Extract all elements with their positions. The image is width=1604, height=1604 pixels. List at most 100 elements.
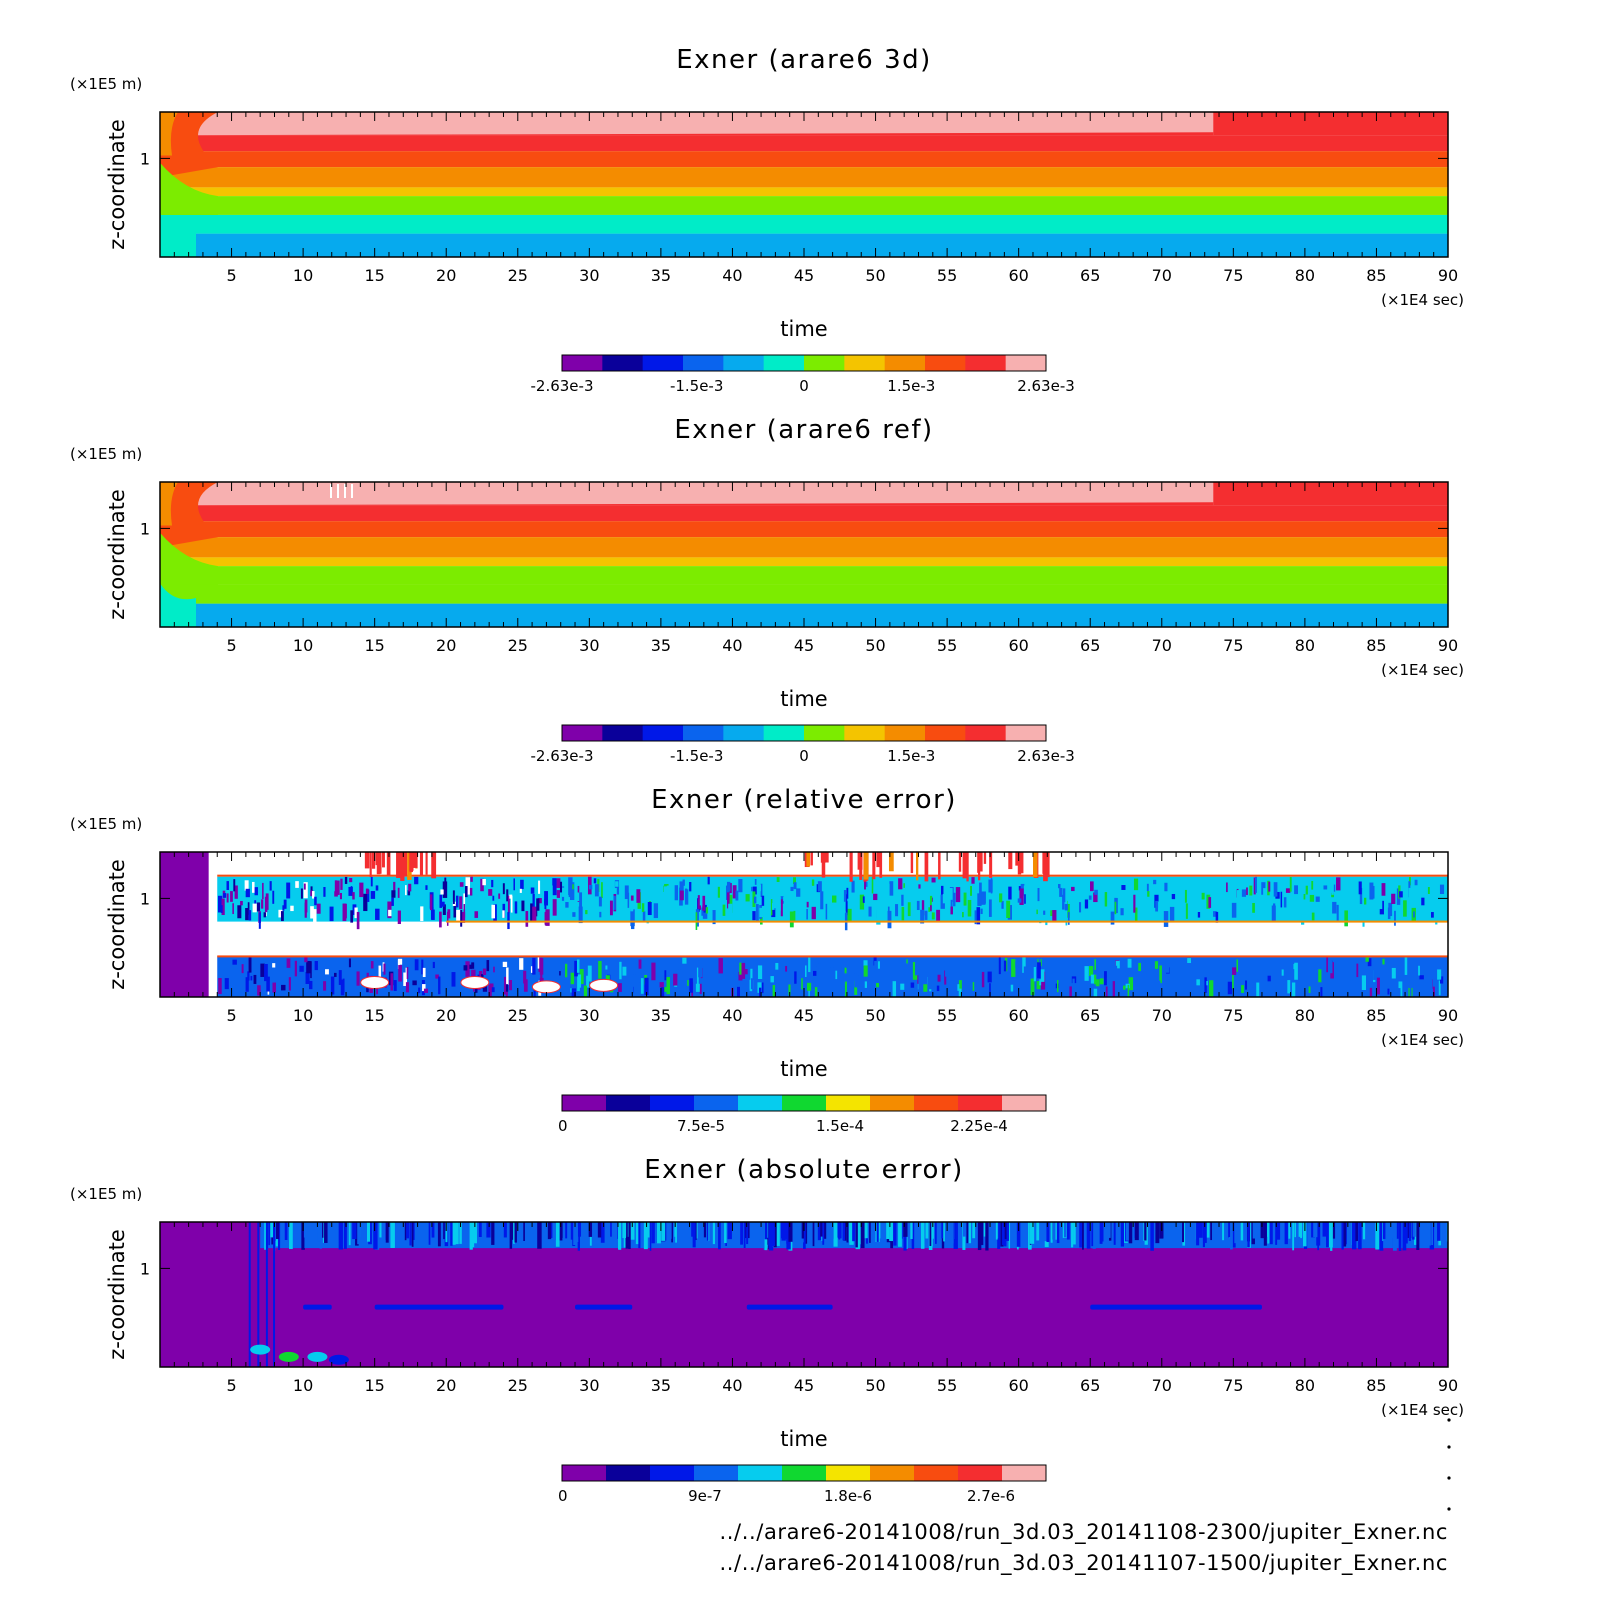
error-stripe [618, 1222, 622, 1250]
error-stripe [863, 965, 868, 977]
error-stripe [325, 969, 329, 975]
error-stripe [258, 912, 261, 929]
error-stripe [519, 958, 524, 970]
error-stripe [1311, 880, 1314, 890]
error-spike [938, 852, 941, 880]
error-region [160, 852, 209, 997]
error-stripe [1038, 957, 1041, 963]
error-stripe [1036, 1222, 1040, 1241]
error-stripe [1108, 1222, 1111, 1238]
x-tick-label: 35 [651, 1376, 671, 1395]
error-stripe [335, 880, 340, 895]
error-stripe [638, 1222, 641, 1249]
error-stripe [1043, 910, 1047, 915]
colorbar-swatch [738, 1095, 783, 1111]
error-stripe [269, 881, 272, 891]
error-stripe [783, 896, 786, 901]
error-stripe [397, 958, 403, 965]
x-tick-label: 35 [651, 266, 671, 285]
error-stripe [334, 880, 338, 896]
error-stripe [1331, 892, 1335, 898]
chart-title: Exner (arare6 3d) [676, 45, 932, 75]
error-stripe [754, 879, 757, 885]
error-stripe [1439, 976, 1444, 984]
error-stripe [432, 961, 435, 969]
error-stripe [1435, 907, 1438, 925]
error-stripe [999, 893, 1003, 903]
error-stripe [926, 984, 930, 997]
error-stripe [1281, 969, 1284, 976]
error-stripe [901, 906, 905, 921]
error-oval [460, 976, 490, 989]
error-stripe [1109, 879, 1112, 894]
error-stripe [1266, 1222, 1271, 1237]
error-stripe [660, 970, 664, 977]
error-stripe [565, 902, 569, 908]
x-tick-label: 60 [1008, 1376, 1028, 1395]
colorbar-swatch [1005, 355, 1047, 371]
error-stripe [1206, 894, 1211, 909]
error-stripe [648, 962, 653, 970]
error-stripe [241, 964, 244, 974]
colorbar-swatch [804, 355, 845, 371]
error-stripe [848, 1222, 852, 1242]
error-stripe [924, 910, 928, 920]
error-stripe [1039, 979, 1042, 986]
x-tick-label: 25 [508, 1376, 528, 1395]
error-stripe [743, 889, 747, 894]
error-stripe [275, 1222, 280, 1240]
y-tick-label: 1 [140, 1259, 150, 1278]
error-stripe [427, 1222, 431, 1248]
error-spike [859, 852, 863, 880]
colorbar-swatch [958, 1465, 1003, 1481]
error-stripe [906, 959, 908, 964]
error-stripe [1056, 1222, 1060, 1244]
error-stripe [1022, 957, 1026, 973]
startup-contour [160, 162, 218, 215]
error-stripe [981, 971, 985, 988]
error-stripe [565, 1222, 568, 1239]
error-stripe [853, 957, 856, 966]
marker-dot [1447, 1507, 1451, 1511]
error-stripe [1252, 1222, 1256, 1239]
error-spike [1020, 852, 1024, 874]
error-stripe [1305, 885, 1308, 895]
error-stripe [1064, 903, 1068, 911]
error-stripe [687, 880, 691, 890]
error-stripe [855, 1222, 858, 1248]
error-stripe [887, 906, 890, 913]
error-stripe [1067, 900, 1070, 918]
error-stripe [304, 902, 307, 918]
error-stripe [319, 1222, 322, 1249]
error-stripe [338, 970, 342, 985]
error-stripe [941, 1222, 944, 1239]
error-stripe [406, 967, 409, 980]
error-stripe [1387, 988, 1390, 995]
contour-band [160, 112, 1448, 136]
error-stripe [1180, 899, 1184, 913]
error-stripe [1403, 900, 1407, 917]
error-stripe [862, 896, 865, 903]
error-stripe [732, 885, 737, 899]
error-stripe [513, 878, 515, 891]
colorbar-swatch [782, 1095, 827, 1111]
error-stripe [675, 1222, 677, 1243]
error-stripe [1333, 884, 1336, 892]
error-stripe [441, 901, 445, 907]
error-stripe [245, 888, 250, 898]
error-stripe [948, 887, 953, 905]
error-stripe [370, 961, 374, 969]
error-stripe [1241, 889, 1246, 897]
error-stripe [1196, 979, 1200, 986]
error-stripe [226, 881, 229, 891]
error-stripe [414, 876, 419, 885]
error-stripe [571, 988, 577, 997]
error-stripe [757, 982, 762, 993]
error-stripe [880, 1222, 884, 1243]
error-stripe [309, 980, 313, 990]
error-stripe [712, 1222, 716, 1245]
error-stripe [1073, 1222, 1076, 1245]
error-stripe [958, 980, 962, 991]
x-axis-label: time [780, 1057, 827, 1081]
error-stripe [1110, 911, 1115, 925]
